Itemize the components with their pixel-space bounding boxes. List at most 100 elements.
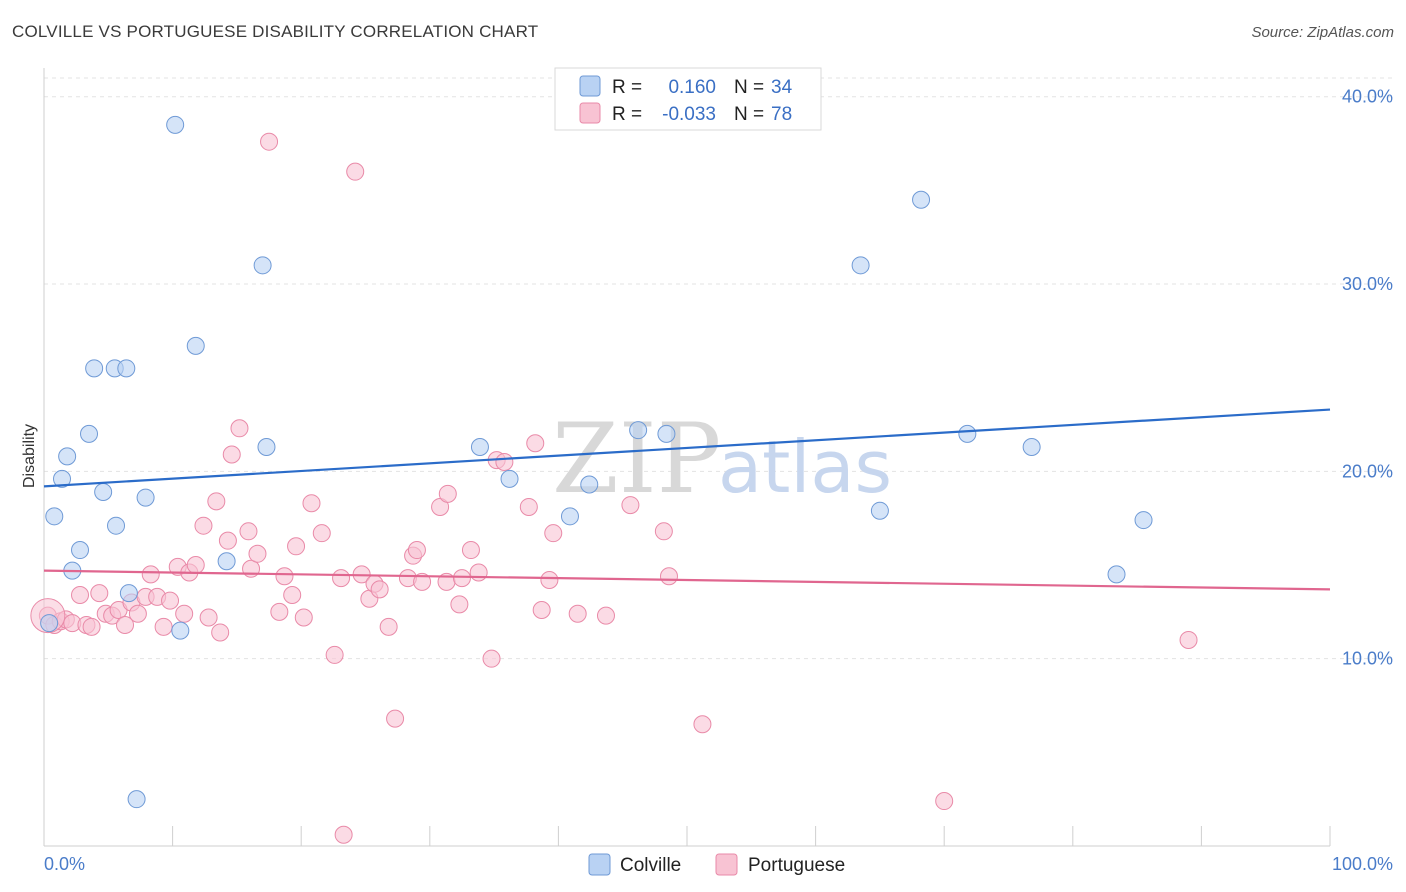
legend-r-value-portuguese: -0.033 xyxy=(662,104,716,125)
colville-point xyxy=(1107,565,1126,584)
portuguese-point xyxy=(461,541,480,560)
portuguese-point xyxy=(128,604,147,623)
colville-point xyxy=(58,447,77,466)
portuguese-point xyxy=(154,617,173,636)
colville-point xyxy=(171,621,190,640)
y-tick-labels: 10.0% 20.0% 30.0% 40.0% xyxy=(1342,87,1393,669)
colville-point xyxy=(94,482,113,501)
colville-point xyxy=(85,359,104,378)
portuguese-point xyxy=(1179,630,1198,649)
colville-trend-line xyxy=(43,408,1331,488)
y-axis-label: Disability xyxy=(21,424,38,488)
watermark-zip: ZIP xyxy=(552,403,721,515)
portuguese-point xyxy=(312,524,331,543)
legend-r-label-portuguese: R = xyxy=(612,104,642,125)
colville-point xyxy=(1134,511,1153,530)
portuguese-point xyxy=(222,445,241,464)
colville-point xyxy=(257,438,276,457)
legend-r-value-colville: 0.160 xyxy=(668,77,716,98)
portuguese-point xyxy=(270,602,289,621)
colville-point xyxy=(119,584,138,603)
legend-n-label-portuguese: N = xyxy=(734,104,764,125)
portuguese-point xyxy=(175,604,194,623)
portuguese-point xyxy=(596,606,615,625)
x-tick-label-max: 100.0% xyxy=(1332,854,1393,874)
portuguese-trend-line xyxy=(43,569,1331,591)
axes xyxy=(43,68,1331,847)
portuguese-point xyxy=(141,565,160,584)
portuguese-point xyxy=(526,434,545,453)
portuguese-point xyxy=(260,132,279,151)
portuguese-point xyxy=(186,556,205,575)
colville-point xyxy=(1022,438,1041,457)
colville-point xyxy=(253,256,272,275)
portuguese-point xyxy=(379,617,398,636)
watermark-atlas: atlas xyxy=(718,425,892,509)
portuguese-point xyxy=(239,522,258,541)
legend: R = 0.160 N = 34 R = -0.033 N = 78 xyxy=(554,67,822,131)
colville-point xyxy=(80,424,99,443)
portuguese-point xyxy=(346,162,365,181)
portuguese-point xyxy=(532,600,551,619)
portuguese-point xyxy=(207,492,226,511)
portuguese-point xyxy=(654,522,673,541)
portuguese-point xyxy=(935,792,954,811)
portuguese-point xyxy=(370,580,389,599)
portuguese-point xyxy=(230,419,249,438)
portuguese-point xyxy=(275,567,294,586)
colville-point xyxy=(580,475,599,494)
y-tick-label: 20.0% xyxy=(1342,461,1393,481)
portuguese-point xyxy=(386,709,405,728)
portuguese-point xyxy=(294,608,313,627)
portuguese-point xyxy=(544,524,563,543)
portuguese-point xyxy=(71,585,90,604)
colville-point xyxy=(629,421,648,440)
portuguese-point xyxy=(161,591,180,610)
colville-point xyxy=(71,541,90,560)
portuguese-point xyxy=(621,496,640,515)
trend-lines xyxy=(43,408,1331,591)
portuguese-point xyxy=(659,567,678,586)
portuguese-point xyxy=(218,531,237,550)
portuguese-point xyxy=(82,617,101,636)
x-tick-label-min: 0.0% xyxy=(44,854,85,874)
legend-n-value-portuguese: 78 xyxy=(771,104,792,125)
portuguese-point xyxy=(332,569,351,588)
portuguese-point xyxy=(325,645,344,664)
portuguese-point xyxy=(450,595,469,614)
portuguese-point xyxy=(116,615,135,634)
portuguese-point xyxy=(540,571,559,590)
colville-point xyxy=(53,469,72,488)
colville-point xyxy=(45,507,64,526)
colville-point xyxy=(117,359,136,378)
portuguese-point xyxy=(482,649,501,668)
colville-point xyxy=(657,424,676,443)
legend-r-label-colville: R = xyxy=(612,77,642,98)
portuguese-point xyxy=(283,585,302,604)
portuguese-point xyxy=(407,541,426,560)
legend-swatch-portuguese xyxy=(579,102,601,124)
portuguese-point xyxy=(519,497,538,516)
colville-point xyxy=(470,438,489,457)
portuguese-point xyxy=(469,563,488,582)
colville-point xyxy=(958,424,977,443)
colville-point xyxy=(912,190,931,209)
portuguese-point xyxy=(194,516,213,535)
colville-point xyxy=(870,501,889,520)
colville-point xyxy=(107,516,126,535)
portuguese-point xyxy=(413,572,432,591)
portuguese-point xyxy=(334,825,353,844)
bottom-legend-label-colville: Colville xyxy=(620,855,681,876)
colville-point xyxy=(851,256,870,275)
source-label: Source: ZipAtlas.com xyxy=(1251,24,1394,41)
portuguese-point xyxy=(90,584,109,603)
y-tick-label: 10.0% xyxy=(1342,649,1393,669)
bottom-legend-swatch-colville xyxy=(588,853,611,876)
chart-title: COLVILLE VS PORTUGUESE DISABILITY CORREL… xyxy=(12,22,539,41)
portuguese-point xyxy=(438,484,457,503)
portuguese-point xyxy=(452,569,471,588)
portuguese-point xyxy=(302,494,321,513)
colville-point xyxy=(40,614,59,633)
legend-n-value-colville: 34 xyxy=(771,77,793,98)
